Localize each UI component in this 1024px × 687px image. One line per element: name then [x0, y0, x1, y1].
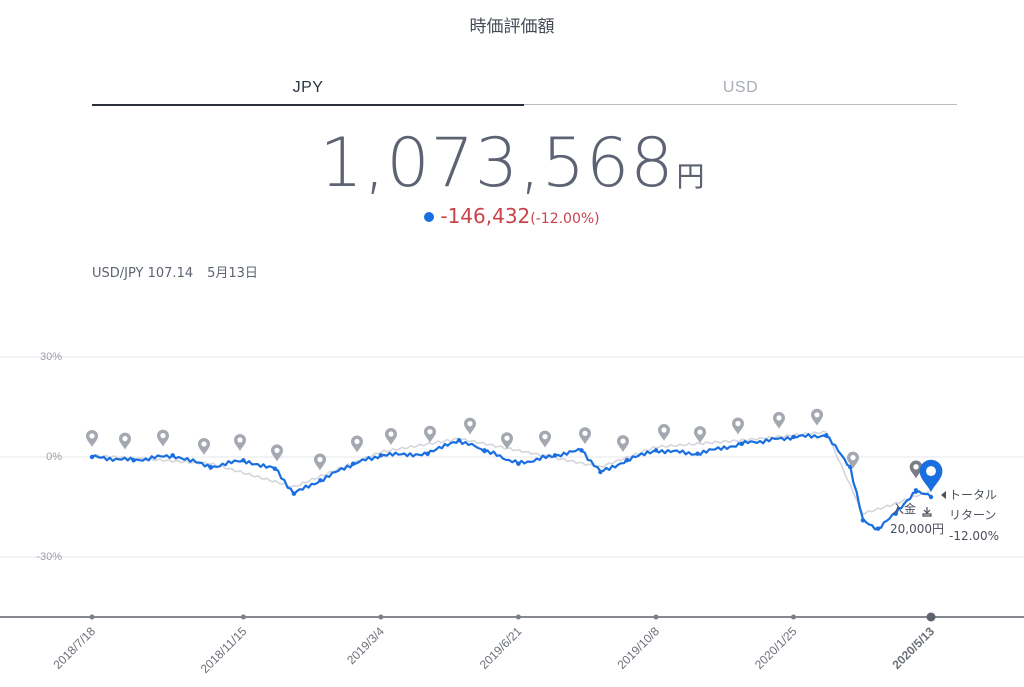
data-point: [378, 453, 384, 458]
tab-jpy[interactable]: JPY: [92, 74, 524, 106]
data-point: [824, 433, 829, 438]
data-point: [89, 454, 95, 460]
total-return-label: リターン: [949, 508, 996, 522]
map-pin-icon[interactable]: [579, 427, 591, 445]
map-pin-icon[interactable]: [539, 430, 551, 448]
total-return-label: トータル: [949, 488, 997, 502]
change-row: -146,432(-12.00%): [0, 204, 1024, 228]
map-pin-icon[interactable]: [424, 425, 436, 443]
data-point: [695, 451, 700, 456]
data-point: [913, 488, 919, 493]
portfolio-return-line: [91, 433, 932, 531]
map-pin-icon[interactable]: [919, 459, 943, 492]
x-tick-dot[interactable]: [791, 614, 796, 620]
data-point: [579, 448, 584, 453]
data-point: [653, 448, 659, 453]
benchmark-line: [91, 430, 932, 516]
fx-date: 5月13日: [207, 266, 258, 281]
valuation-amount-row: 1,073,568円: [0, 124, 1024, 203]
data-point: [131, 458, 136, 463]
data-point: [482, 448, 487, 453]
y-tick-label: 30%: [40, 351, 62, 363]
currency-tabs: JPY USD: [92, 74, 957, 106]
y-tick-label: -30%: [36, 551, 62, 563]
x-tick-dot[interactable]: [515, 614, 521, 620]
data-point: [351, 461, 356, 466]
map-pin-icon[interactable]: [909, 460, 923, 479]
data-point: [272, 466, 278, 471]
data-point: [241, 458, 246, 463]
series-dot-icon: [424, 211, 435, 222]
x-tick-label: 2018/7/18: [50, 624, 98, 672]
x-tick-label: 2019/6/21: [477, 624, 525, 672]
x-tick-dot[interactable]: [89, 614, 95, 620]
map-pin-icon[interactable]: [234, 434, 246, 451]
data-point: [598, 469, 603, 475]
data-point: [552, 453, 558, 458]
map-pin-icon[interactable]: [271, 444, 283, 462]
x-tick-label: 2020/1/25: [752, 624, 800, 672]
total-return-value: -12.00%: [949, 529, 999, 543]
data-point: [170, 453, 175, 458]
total-return-annotation: トータル リターン -12.00%: [941, 488, 999, 543]
data-point: [739, 441, 744, 446]
x-tick-dot[interactable]: [926, 612, 936, 622]
caret-left-icon: [941, 491, 946, 499]
map-pin-icon[interactable]: [732, 417, 744, 435]
map-pin-icon[interactable]: [86, 430, 98, 447]
valuation-amount: 1,073,568: [319, 124, 675, 203]
x-axis-layer: 2018/7/18 2018/11/15 2019/3/4 2019/6/21 2019…: [50, 612, 937, 676]
data-point: [318, 478, 323, 483]
data-point: [875, 526, 881, 531]
map-pin-icon[interactable]: [811, 408, 823, 426]
deposit-annotation: 入金 20,000円: [890, 501, 944, 536]
x-tick-dot[interactable]: [378, 614, 384, 620]
change-amount: -146,432: [440, 204, 531, 228]
download-icon: [922, 507, 932, 517]
map-pin-icon[interactable]: [314, 453, 326, 471]
map-pin-icon[interactable]: [658, 424, 670, 441]
data-point: [516, 461, 521, 466]
map-pin-icon[interactable]: [464, 417, 476, 435]
data-point: [860, 518, 866, 523]
x-tick-label: 2018/11/15: [198, 624, 250, 676]
change-percent: (-12.00%): [530, 211, 600, 227]
map-pin-icon[interactable]: [501, 432, 513, 450]
valuation-unit: 円: [676, 160, 705, 193]
map-pin-icon[interactable]: [617, 435, 629, 453]
x-tick-label: 2019/3/4: [344, 624, 387, 667]
data-point: [291, 491, 297, 496]
deposit-label: 入金: [892, 501, 916, 516]
deposit-amount: 20,000円: [890, 522, 944, 536]
data-point: [425, 451, 430, 456]
data-point: [893, 511, 898, 516]
map-pin-icon[interactable]: [198, 438, 210, 455]
data-point: [928, 494, 934, 500]
data-point: [208, 464, 213, 470]
data-point: [624, 458, 630, 463]
x-tick-label: 2020/5/13: [889, 624, 937, 672]
x-tick-dot[interactable]: [240, 614, 246, 620]
page-title: 時価評価額: [469, 17, 555, 37]
data-point: [456, 438, 462, 443]
fx-rate: USD/JPY 107.14: [92, 266, 194, 281]
fx-rate-row: USD/JPY 107.14 5月13日: [92, 262, 258, 281]
map-pin-icon[interactable]: [157, 429, 169, 447]
x-tick-dot[interactable]: [653, 614, 659, 620]
marker-layer: [86, 408, 943, 492]
map-pin-icon[interactable]: [119, 432, 131, 450]
map-pin-icon[interactable]: [385, 428, 397, 445]
map-pin-icon[interactable]: [773, 411, 785, 429]
data-point: [791, 434, 796, 440]
tab-usd[interactable]: USD: [524, 74, 957, 105]
map-pin-icon[interactable]: [694, 426, 706, 444]
map-pin-icon[interactable]: [351, 435, 363, 453]
y-tick-label: 0%: [46, 451, 62, 463]
x-tick-label: 2019/10/8: [614, 624, 662, 672]
series-layer: [89, 430, 934, 531]
map-pin-icon[interactable]: [847, 451, 859, 469]
